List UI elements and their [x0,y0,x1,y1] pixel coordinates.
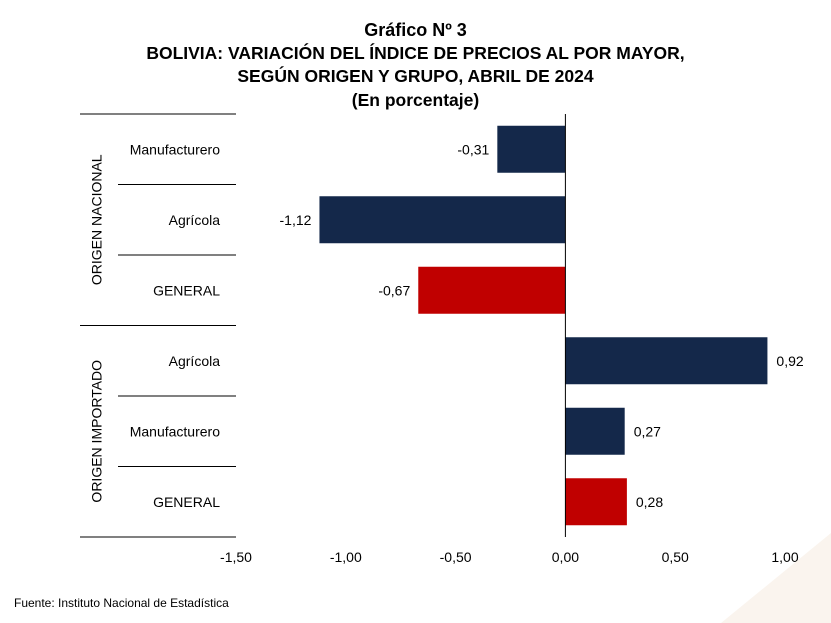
category-label-5: Manufacturero [130,423,220,439]
group-label-2: ORIGEN IMPORTADO [89,360,105,503]
chart-units: (En porcentaje) [351,90,480,110]
group-label-1: ORIGEN NACIONAL [89,154,105,285]
data-label-5: 0,27 [634,423,661,439]
chart-title: BOLIVIA: VARIACIÓN DEL ÍNDICE DE PRECIOS… [146,43,685,63]
decorative-corner [721,533,831,623]
category-label-3: GENERAL [153,282,220,298]
x-tick-label-2: -1,00 [330,549,362,565]
source-note: Fuente: Instituto Nacional de Estadístic… [14,596,229,610]
data-label-1: -0,31 [457,141,489,157]
bar-2 [319,196,566,244]
data-label-6: 0,28 [636,494,663,510]
bar-5 [565,407,625,455]
x-tick-label-5: 0,50 [662,549,689,565]
data-label-4: 0,92 [776,353,803,369]
bar-4 [565,337,768,385]
x-tick-label-1: -1,50 [220,549,252,565]
chart-title-number: Gráfico Nº 3 [364,20,467,40]
bar-1 [497,125,566,173]
data-label-3: -0,67 [378,282,410,298]
category-label-2: Agrícola [169,212,221,228]
category-label-4: Agrícola [169,353,221,369]
data-label-2: -1,12 [280,212,312,228]
chart-subtitle: SEGÚN ORIGEN Y GRUPO, ABRIL DE 2024 [237,66,594,86]
bar-3 [418,266,566,314]
x-tick-label-3: -0,50 [440,549,472,565]
x-tick-label-4: 0,00 [552,549,579,565]
bar-6 [565,478,627,526]
category-label-1: Manufacturero [130,141,220,157]
category-label-6: GENERAL [153,494,220,510]
